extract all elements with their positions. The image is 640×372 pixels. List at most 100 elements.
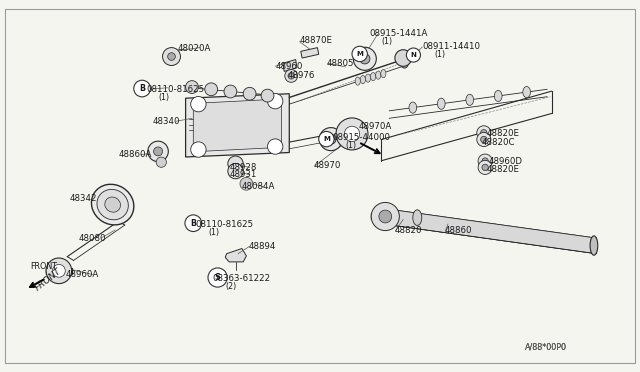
Text: 48820E: 48820E	[486, 129, 520, 138]
Circle shape	[406, 48, 420, 62]
Circle shape	[205, 83, 218, 96]
Text: 48860A: 48860A	[118, 150, 152, 159]
Text: 08363-61222: 08363-61222	[212, 274, 271, 283]
Circle shape	[482, 164, 488, 171]
Text: 48976: 48976	[288, 71, 316, 80]
Text: 08911-14410: 08911-14410	[422, 42, 481, 51]
Ellipse shape	[355, 77, 360, 85]
Circle shape	[288, 73, 294, 79]
Circle shape	[319, 128, 342, 151]
Text: FRONT: FRONT	[31, 262, 58, 271]
Circle shape	[156, 157, 166, 167]
Circle shape	[208, 268, 227, 287]
Circle shape	[395, 50, 412, 66]
Ellipse shape	[105, 197, 120, 212]
Text: (1): (1)	[346, 141, 356, 150]
Circle shape	[46, 258, 72, 283]
Circle shape	[352, 46, 367, 62]
Ellipse shape	[360, 76, 365, 84]
Ellipse shape	[97, 189, 129, 220]
Text: 48970: 48970	[314, 161, 341, 170]
Circle shape	[268, 93, 283, 109]
Text: 48860: 48860	[444, 226, 472, 235]
Text: 48960D: 48960D	[488, 157, 522, 166]
Ellipse shape	[381, 70, 386, 78]
Circle shape	[353, 47, 376, 70]
Text: (1): (1)	[381, 37, 392, 46]
Ellipse shape	[92, 184, 134, 225]
Circle shape	[285, 70, 298, 82]
Text: B: B	[139, 84, 145, 93]
Text: 48080: 48080	[78, 234, 106, 243]
Circle shape	[482, 158, 488, 164]
Circle shape	[261, 89, 274, 102]
Circle shape	[134, 80, 150, 97]
Circle shape	[371, 202, 399, 231]
Text: 48020A: 48020A	[178, 44, 211, 53]
Text: (1): (1)	[434, 50, 445, 59]
Text: 08110-81625: 08110-81625	[146, 85, 204, 94]
Polygon shape	[301, 48, 319, 58]
Circle shape	[191, 142, 206, 157]
Text: B: B	[190, 219, 196, 228]
Circle shape	[336, 118, 368, 150]
Text: M: M	[356, 51, 363, 57]
Text: A/88*00P0: A/88*00P0	[525, 342, 567, 351]
Polygon shape	[5, 9, 635, 363]
Ellipse shape	[590, 236, 598, 255]
Ellipse shape	[365, 74, 371, 82]
Circle shape	[185, 215, 202, 231]
Text: 48928: 48928	[229, 163, 257, 172]
Ellipse shape	[409, 102, 417, 113]
Text: 48820: 48820	[394, 226, 422, 235]
Text: 48340: 48340	[152, 117, 180, 126]
Circle shape	[168, 53, 175, 60]
Text: 08915-44000: 08915-44000	[333, 133, 391, 142]
Circle shape	[379, 210, 392, 223]
Text: 48960: 48960	[275, 62, 303, 71]
Circle shape	[240, 177, 253, 190]
Text: FRONT: FRONT	[33, 267, 63, 293]
Text: 48820E: 48820E	[486, 165, 520, 174]
Circle shape	[52, 264, 65, 277]
Text: 48970A: 48970A	[358, 122, 392, 131]
Circle shape	[228, 163, 243, 179]
Circle shape	[228, 156, 243, 171]
Text: 08110-81625: 08110-81625	[195, 220, 253, 229]
Text: A/88*00P0: A/88*00P0	[525, 342, 567, 351]
Text: M: M	[323, 136, 330, 142]
Text: 48960A: 48960A	[65, 270, 99, 279]
Polygon shape	[383, 208, 596, 254]
Circle shape	[268, 139, 283, 154]
Circle shape	[224, 85, 237, 98]
Circle shape	[243, 87, 256, 100]
Circle shape	[186, 81, 198, 93]
Circle shape	[477, 126, 491, 140]
Ellipse shape	[438, 98, 445, 109]
Polygon shape	[283, 60, 297, 71]
Circle shape	[481, 136, 487, 143]
Circle shape	[319, 131, 334, 147]
Circle shape	[477, 132, 491, 147]
Ellipse shape	[494, 90, 502, 102]
Circle shape	[346, 121, 356, 132]
Polygon shape	[225, 248, 246, 262]
Polygon shape	[193, 99, 282, 152]
Text: 48084A: 48084A	[242, 182, 275, 191]
Circle shape	[481, 129, 487, 136]
Text: 48931: 48931	[229, 170, 257, 179]
Ellipse shape	[376, 71, 381, 79]
Text: (1): (1)	[208, 228, 219, 237]
Text: 48894: 48894	[248, 242, 276, 251]
Text: 48870E: 48870E	[300, 36, 333, 45]
Text: 48342: 48342	[69, 194, 97, 203]
Text: 48820C: 48820C	[481, 138, 515, 147]
Text: N: N	[410, 52, 417, 58]
Polygon shape	[186, 94, 289, 157]
Text: (1): (1)	[159, 93, 170, 102]
Circle shape	[154, 147, 163, 156]
Ellipse shape	[401, 58, 408, 68]
Ellipse shape	[466, 94, 474, 105]
Text: 48805: 48805	[326, 59, 354, 68]
Ellipse shape	[413, 210, 422, 225]
